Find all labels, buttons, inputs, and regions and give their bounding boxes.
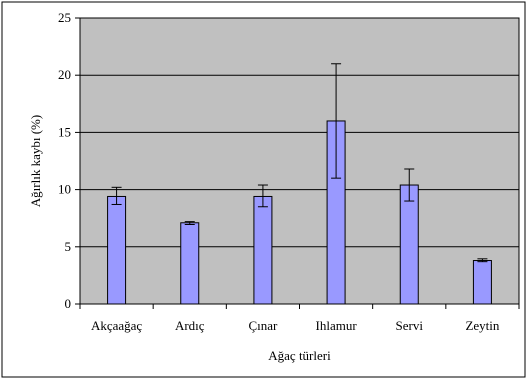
- x-tick-label: Ihlamur: [316, 318, 358, 333]
- bar-2: [180, 222, 200, 305]
- x-tick-label: Servi: [396, 318, 424, 333]
- y-tick-label: 15: [58, 124, 71, 139]
- bar-5: [399, 184, 419, 305]
- x-axis-title: Ağaç türleri: [268, 348, 331, 363]
- axes: 0 5 10 15 20 25 Akçaağaç Ardıç Çınar Ihlamur Servi…: [58, 10, 520, 333]
- x-tick-label: Ardıç: [175, 318, 205, 333]
- bar-3: [253, 195, 273, 305]
- plot-area: [79, 17, 520, 305]
- y-tick-label: 10: [58, 182, 71, 197]
- bar-1: [107, 195, 127, 305]
- y-tick-label: 5: [65, 239, 72, 254]
- error-bars: [111, 63, 488, 263]
- x-tick-label: Zeytin: [465, 318, 499, 333]
- y-tick-label: 20: [58, 67, 71, 82]
- x-tick-label: Çınar: [248, 318, 278, 333]
- x-tick-label: Akçaağaç: [91, 318, 142, 333]
- bars: [107, 120, 492, 305]
- y-axis-title: Ağırlık kaybı (%): [28, 115, 43, 207]
- y-tick-label: 25: [58, 10, 71, 25]
- y-tick-label: 0: [65, 296, 72, 311]
- gridlines: [80, 17, 519, 248]
- bar-6: [472, 260, 492, 305]
